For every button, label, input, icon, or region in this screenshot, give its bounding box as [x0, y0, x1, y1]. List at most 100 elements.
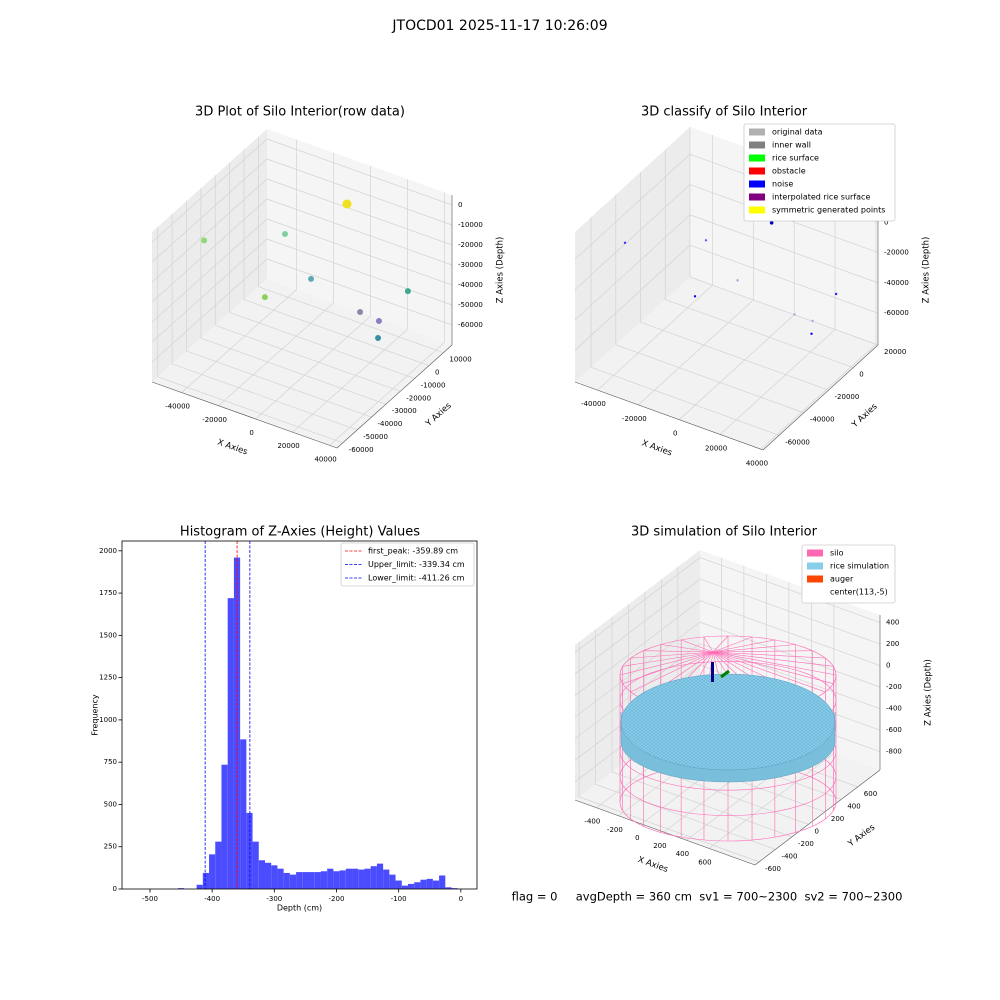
footer: flag = 0 avgDepth = 360 cm sv1 = 700~230… — [512, 890, 903, 904]
chart-title: 3D classify of Silo Interior — [641, 105, 808, 120]
y-tick-label: 250 — [104, 843, 117, 851]
bar — [376, 863, 384, 889]
x-tick-label: 600 — [698, 858, 711, 866]
y-tick-label: -200 — [798, 840, 814, 848]
data-point — [811, 319, 814, 323]
side-pane — [575, 127, 690, 382]
bar — [283, 872, 290, 889]
grid-line — [266, 198, 453, 266]
legend-box — [743, 123, 896, 222]
y-tick-label: 1000 — [99, 716, 117, 724]
x-tick-label: -400 — [584, 818, 600, 826]
silo-roof-rib — [712, 636, 753, 653]
legend-label: rice simulation — [830, 562, 889, 571]
grid-line — [699, 621, 881, 688]
legend-label: noise — [772, 180, 793, 189]
z-tick-label: -40000 — [458, 281, 483, 289]
grid-line — [595, 784, 776, 850]
data-point — [769, 220, 774, 225]
silo-roof-rib — [703, 636, 714, 653]
grid-line — [699, 578, 881, 645]
grid-line — [258, 286, 444, 354]
bar — [246, 812, 253, 889]
bar — [314, 872, 321, 889]
bar — [196, 884, 203, 889]
x-tick-label: -20000 — [622, 415, 647, 423]
data-point — [793, 313, 796, 316]
z-tick-label: 400 — [886, 619, 899, 627]
data-point — [342, 199, 352, 209]
bar — [296, 872, 303, 889]
grid-line — [181, 289, 297, 393]
bar — [209, 854, 216, 889]
y-tick-label: 200 — [831, 815, 844, 823]
bar — [221, 764, 228, 889]
data-point — [282, 231, 289, 238]
x-tick-label: -40000 — [165, 403, 190, 411]
z-tick-label: 200 — [886, 640, 899, 648]
bar — [252, 841, 259, 889]
legend-swatch — [749, 193, 765, 201]
legend-box — [801, 544, 896, 604]
bar — [339, 870, 346, 889]
data-point — [736, 279, 739, 282]
z-axis-label: Z Axies (Depth) — [922, 237, 932, 304]
bar — [395, 880, 402, 889]
grid-line — [574, 184, 691, 290]
bar — [414, 882, 421, 889]
grid-line — [574, 621, 701, 718]
bar — [352, 868, 359, 889]
grid-line — [597, 284, 713, 391]
y-tick-label: 0 — [435, 369, 439, 377]
grid-line — [255, 315, 371, 420]
bar — [370, 866, 377, 889]
z-axis-label: Z Axies (Depth) — [496, 237, 506, 304]
legend-label: Lower_limit: -411.26 cm — [368, 574, 465, 583]
z-tick-label: -400 — [886, 705, 902, 713]
chart-title: Histogram of Z-Axies (Height) Values — [180, 525, 420, 540]
bar — [358, 869, 365, 889]
bar — [271, 865, 278, 889]
x-tick-label: -40000 — [581, 400, 606, 408]
silo-roof-rib — [630, 651, 714, 693]
grid-line — [266, 178, 453, 246]
legend-box — [340, 542, 475, 587]
bar — [420, 879, 427, 889]
y-tick-label: -400 — [782, 852, 798, 860]
side-pane — [575, 550, 700, 800]
grid-line — [574, 643, 701, 739]
bar — [308, 872, 315, 889]
axis-line — [754, 769, 881, 866]
data-point — [704, 239, 708, 242]
grid-line — [574, 214, 691, 321]
grid-line — [699, 557, 881, 623]
axis-line — [336, 344, 453, 449]
y-tick-label: -40000 — [378, 420, 403, 428]
silo-roof-rib — [712, 651, 834, 667]
data-point — [623, 241, 627, 244]
z-tick-label: -30000 — [458, 261, 483, 269]
bar — [215, 841, 222, 889]
auger-blade — [720, 669, 730, 679]
grid-line — [638, 299, 754, 406]
axis-line — [762, 344, 879, 451]
grid-line — [611, 771, 793, 838]
silo-roof-rib — [712, 639, 775, 653]
legend-swatch — [807, 588, 823, 596]
legend-label: inner wall — [772, 141, 811, 150]
grid-line — [689, 244, 879, 314]
z-tick-label: 0 — [884, 218, 888, 226]
grid-line — [665, 299, 854, 368]
y-tick-label: -20000 — [835, 393, 860, 401]
z-axis-label: Z Axies (Depth) — [924, 659, 934, 726]
z-tick-label: -20000 — [884, 249, 909, 257]
data-point — [201, 237, 208, 244]
y-tick-label: -40000 — [810, 416, 835, 424]
grid-line — [574, 578, 701, 675]
grid-line — [151, 138, 268, 243]
grid-line — [151, 178, 268, 283]
y-tick-label: -60000 — [349, 446, 374, 454]
bar — [289, 874, 297, 889]
data-point — [357, 309, 364, 316]
